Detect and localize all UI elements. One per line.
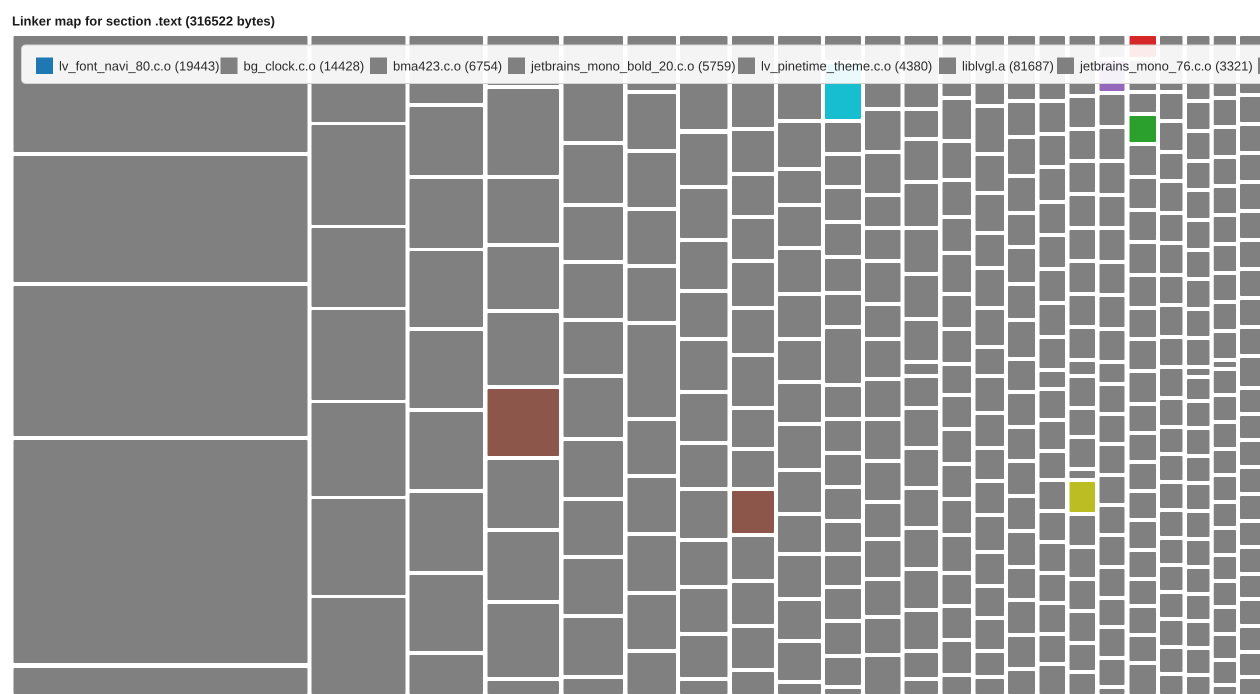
svg-text:bma423.c.o (6754): bma423.c.o (6754)	[393, 59, 502, 74]
svg-text:lv_pinetime_theme.c.o (4380): lv_pinetime_theme.c.o (4380)	[761, 59, 932, 74]
svg-text:jetbrains_mono_bold_20.c.o (57: jetbrains_mono_bold_20.c.o (5759)	[530, 59, 736, 74]
svg-text:jetbrains_mono_76.c.o (3321): jetbrains_mono_76.c.o (3321)	[1079, 59, 1253, 74]
svg-text:lv_font_navi_80.c.o (19443): lv_font_navi_80.c.o (19443)	[59, 59, 219, 74]
svg-text:bg_clock.c.o (14428): bg_clock.c.o (14428)	[244, 59, 365, 74]
svg-text:liblvgl.a (81687): liblvgl.a (81687)	[962, 59, 1054, 74]
svg-text:Linker map for section .text (: Linker map for section .text (316522 byt…	[12, 14, 275, 29]
